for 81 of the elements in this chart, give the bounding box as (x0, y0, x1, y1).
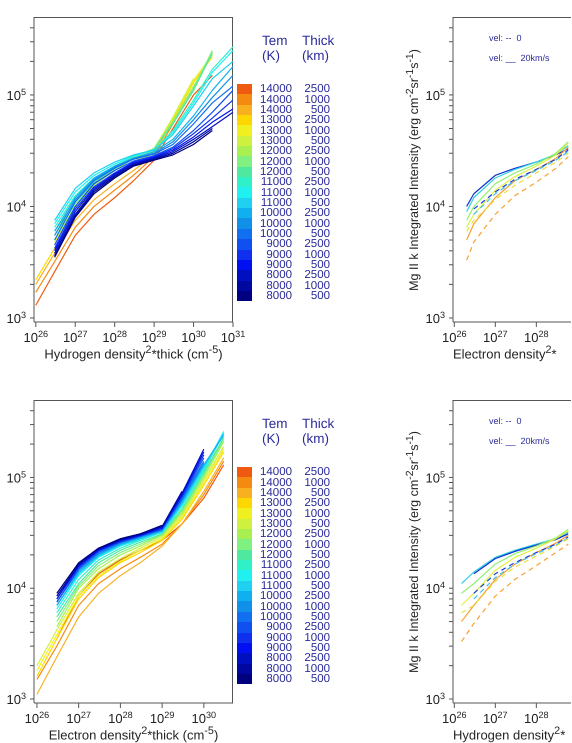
annotation: vel: __ 20km/s (489, 436, 550, 446)
legend-label: 9000 1000 (265, 248, 330, 261)
legend-label: 11000 1000 (260, 570, 330, 582)
x-tick-label: 10$^{26}$ (24, 710, 50, 726)
legend-label: 9000 1000 (265, 632, 330, 644)
annotation: vel: -- 0 (489, 33, 522, 43)
annotation: vel: -- 0 (489, 416, 522, 426)
legend-label: 14000 1000 (259, 476, 330, 489)
legend-label: 9000 2500 (265, 621, 330, 634)
x-tick-label: 10$^{27}$ (483, 710, 508, 726)
legend-label: 12000 1000 (259, 538, 330, 551)
text: 14000 500 (260, 104, 330, 116)
x-tick-label: 10$^{27}$ (483, 329, 508, 345)
text: 11000 500 (260, 580, 330, 592)
x-axis-title: Hydrogen density$^{2}$*thick (cm$^{-5}$) (43, 344, 224, 362)
legend-label: 9000 2500 (265, 238, 330, 250)
x-axis-title: Electron density$^{2}$*thick (cm$^{-5}$) (48, 725, 220, 742)
y-tick-label: 10$^{5}$ (6, 469, 26, 486)
y-tick-label: 10$^{4}$ (425, 198, 445, 214)
legend-label: 13000 1000 (259, 508, 330, 520)
x-tick-label: 10$^{28}$ (524, 710, 549, 726)
x-tick-label: 10$^{29}$ (150, 710, 174, 726)
y-tick-label: 10$^{3}$ (6, 310, 26, 326)
legend-label: 10000 1000 (259, 600, 330, 613)
legend-label: 12000 1000 (259, 156, 330, 168)
x-axis-title: Hydrogen density$^{2}$* (453, 725, 566, 742)
legend-label: 14000 2500 (259, 83, 330, 96)
legend-label: 11000 1000 (260, 186, 330, 199)
legend-label: 13000 1000 (259, 124, 330, 137)
y-tick-label: 10$^{5}$ (425, 469, 445, 486)
text: 10000 500 (260, 228, 330, 240)
legend-label: 14000 1000 (259, 94, 330, 106)
legend-label: 10000 2500 (259, 207, 330, 220)
legend-label: 14000 2500 (259, 466, 330, 478)
text: 8000 500 (266, 673, 330, 686)
legend-label: 13000 2500 (259, 114, 330, 126)
text: 11000 500 (260, 196, 330, 209)
legend-label: 8000 1000 (265, 280, 330, 292)
x-tick-label: 10$^{26}$ (442, 329, 467, 345)
legend-label: 10000 2500 (259, 590, 330, 602)
y-tick-label: 10$^{3}$ (425, 690, 445, 707)
legend-label: 8000 2500 (265, 652, 330, 664)
y-tick-label: 10$^{3}$ (6, 690, 26, 707)
y-tick-label: 10$^{4}$ (6, 198, 26, 214)
y-tick-label: 10$^{5}$ (425, 86, 445, 103)
text: 12000 500 (260, 166, 330, 178)
text: 8000 500 (266, 290, 330, 302)
x-tick-label: 10$^{26}$ (24, 329, 48, 345)
annotation: vel: __ 20km/s (489, 53, 550, 63)
text: 9000 500 (266, 259, 330, 272)
y-tick-label: 10$^{4}$ (6, 580, 26, 596)
legend-label: 11000 2500 (260, 176, 330, 188)
text: Tem Thick (K) (km) (262, 33, 334, 63)
text: 13000 500 (260, 134, 330, 147)
text: Tem Thick (K) (km) (262, 416, 334, 446)
x-tick-label: 10$^{28}$ (524, 329, 549, 345)
text: 12000 500 (260, 548, 330, 561)
x-tick-label: 10$^{28}$ (102, 329, 127, 345)
x-tick-label: 10$^{30}$ (192, 710, 216, 726)
legend-label: 8000 1000 (265, 662, 330, 675)
text: 13000 500 (260, 518, 330, 530)
x-tick-label: 10$^{28}$ (108, 710, 133, 726)
legend-label: 12000 2500 (259, 145, 330, 158)
x-tick-label: 10$^{29}$ (142, 329, 166, 345)
legend-label: 11000 2500 (260, 559, 330, 572)
y-tick-label: 10$^{4}$ (425, 580, 445, 596)
x-tick-label: 10$^{31}$ (220, 329, 246, 345)
x-axis-title: Electron density$^{2}$* (453, 344, 557, 362)
x-tick-label: 10$^{30}$ (181, 329, 206, 345)
x-tick-label: 10$^{26}$ (442, 710, 467, 726)
text: 14000 500 (260, 486, 330, 499)
x-tick-label: 10$^{27}$ (62, 329, 88, 345)
y-tick-label: 10$^{3}$ (425, 310, 445, 326)
x-tick-label: 10$^{27}$ (66, 710, 91, 726)
legend-label: 10000 1000 (259, 218, 330, 230)
legend-label: 13000 2500 (259, 497, 330, 510)
text: 9000 500 (266, 642, 330, 654)
legend-label: 8000 2500 (265, 269, 330, 282)
y-tick-label: 10$^{5}$ (6, 86, 26, 103)
legend-label: 12000 2500 (259, 528, 330, 540)
text: 10000 500 (260, 610, 330, 623)
